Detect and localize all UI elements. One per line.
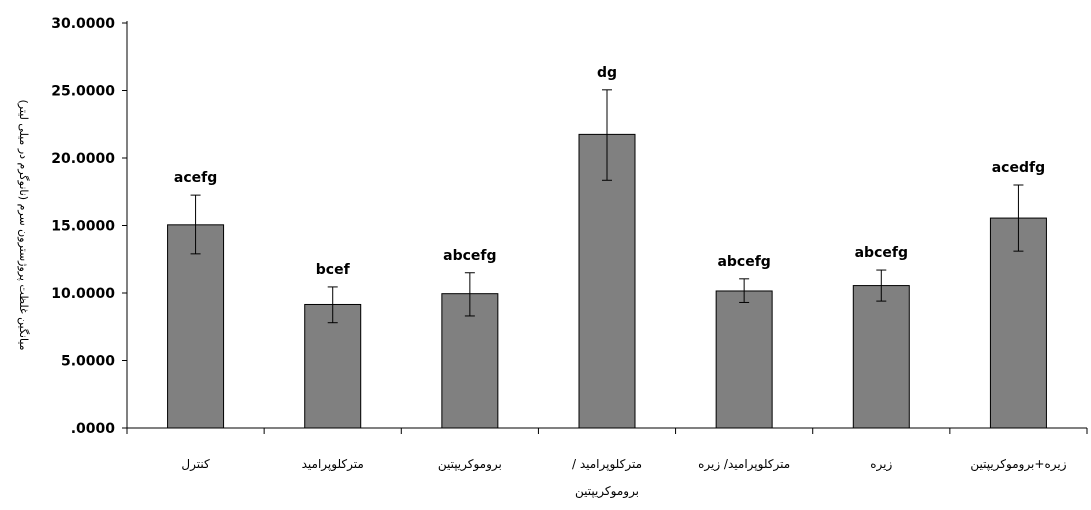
axes <box>126 21 1088 434</box>
y-tick-label: 10.0000 <box>51 286 115 302</box>
category-label: بروموکریپتین <box>438 457 502 472</box>
significance-label: abcefg <box>855 245 908 261</box>
bar <box>304 303 362 429</box>
y-tick-label: 5.0000 <box>61 354 115 370</box>
y-tick-label: .0000 <box>71 421 116 437</box>
y-tick-label: 25.0000 <box>51 84 115 100</box>
bar <box>715 290 773 429</box>
category-label: زیره+بروموکریپتین <box>970 457 1066 472</box>
significance-label: acefg <box>174 170 217 186</box>
y-axis-label: میانگین غلظت پروژسترون سرم (نانوگرم در م… <box>17 99 30 350</box>
y-tick-label: 20.0000 <box>51 151 115 167</box>
significance-label: abcefg <box>443 248 496 264</box>
y-axis-ticks: .0000 5.0000 10.0000 15.0000 20.0000 25.0000 3… <box>51 16 127 437</box>
category-labels: کنترل مترکلوپرامید بروموکریپتین مترکلوپرامی… <box>181 457 1066 499</box>
error-bars <box>190 89 1024 324</box>
category-label: کنترل <box>181 457 210 472</box>
y-tick-label: 30.0000 <box>51 16 115 32</box>
category-label: مترکلوپرامید / <box>572 457 642 472</box>
significance-label: dg <box>597 65 617 81</box>
bar <box>578 133 636 429</box>
significance-label: acedfg <box>992 160 1045 176</box>
significance-label: bcef <box>316 262 351 278</box>
y-tick-label: 15.0000 <box>51 219 115 235</box>
bar <box>167 224 225 429</box>
significance-labels: acefg bcef abcefg dg abcefg abcefg acedfg <box>174 65 1045 278</box>
category-label: زیره <box>870 457 892 472</box>
significance-label: abcefg <box>717 254 770 270</box>
category-label: مترکلوپرامید/ زیره <box>698 457 790 472</box>
bar <box>989 217 1047 429</box>
category-label-line2: بروموکریپتین <box>575 484 639 499</box>
bars <box>167 133 1047 429</box>
category-label: مترکلوپرامید <box>302 457 364 472</box>
bar <box>852 285 910 429</box>
